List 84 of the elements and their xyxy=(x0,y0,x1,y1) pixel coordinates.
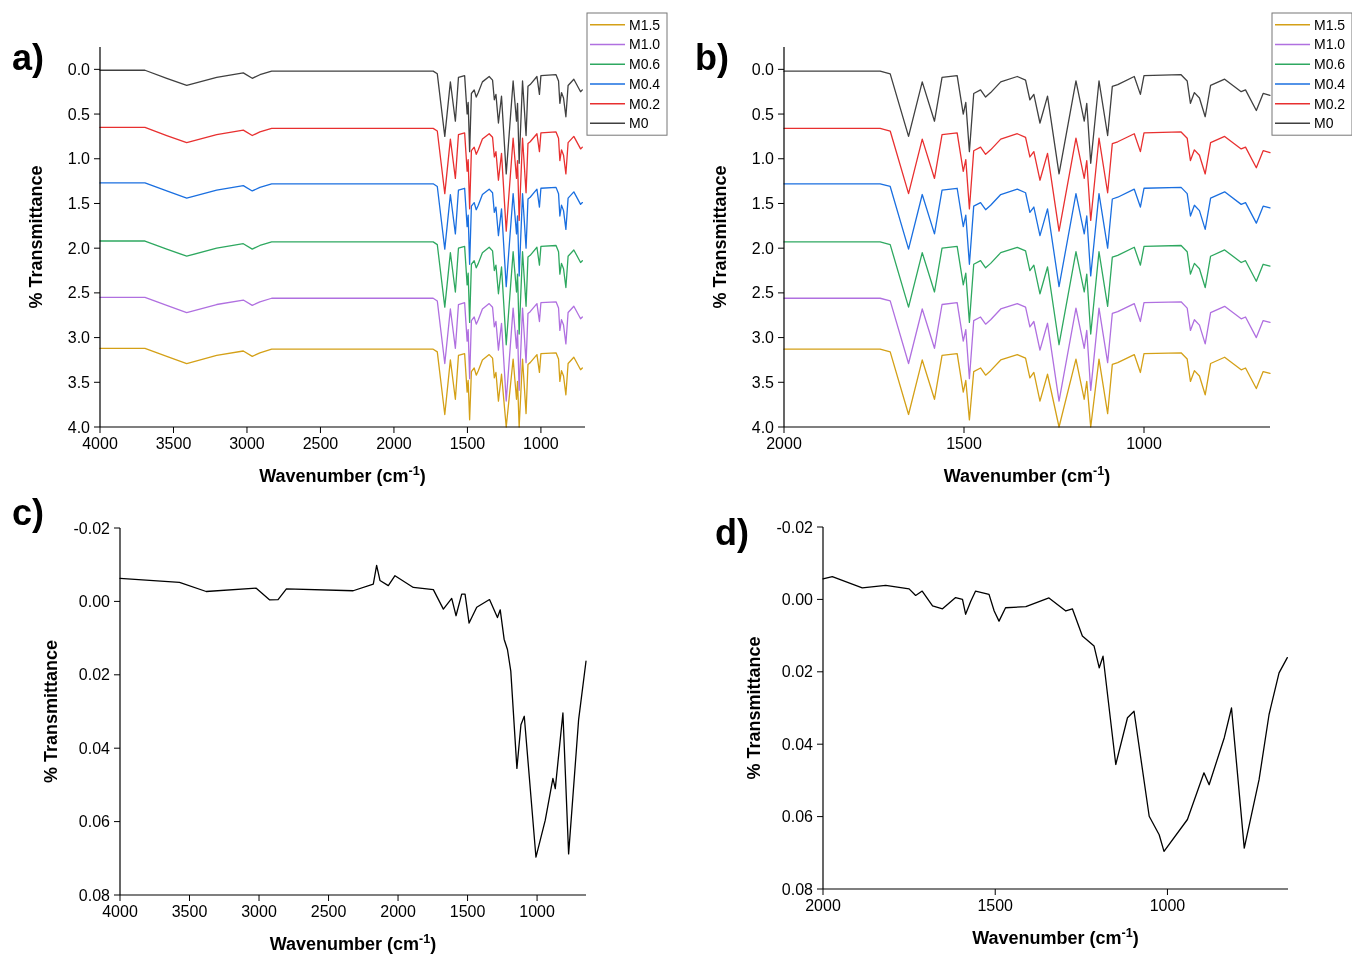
x-tick-label: 2000 xyxy=(380,903,416,920)
y-tick-label: 0.5 xyxy=(751,105,775,123)
x-tick-label: 3000 xyxy=(229,435,265,452)
y-tick-label: 0.04 xyxy=(78,739,111,757)
y-tick-label: 1.5 xyxy=(67,195,91,213)
y-tick-label: 3.5 xyxy=(67,373,91,391)
y-tick-label: 1.0 xyxy=(751,150,775,168)
legend-label: M1.0 xyxy=(629,36,661,53)
line-series xyxy=(99,296,584,402)
legend-label: M0.4 xyxy=(629,75,661,92)
legend-label: M0.4 xyxy=(1314,75,1346,92)
legend-label: M1.5 xyxy=(1314,16,1346,33)
legend-label: M0 xyxy=(629,115,649,132)
line-series xyxy=(783,127,1271,232)
x-tick-label: 3500 xyxy=(155,435,192,452)
y-tick-label: -0.02 xyxy=(776,518,814,536)
chart-title: d) xyxy=(715,512,749,553)
legend-label: M0 xyxy=(1314,115,1334,132)
x-tick-label: 3500 xyxy=(171,903,208,920)
x-tick-label: 2500 xyxy=(310,903,347,920)
y-tick-label: 0.5 xyxy=(67,105,91,123)
chart-title: b) xyxy=(695,37,729,78)
y-tick-label: 0.08 xyxy=(781,880,814,898)
line-series xyxy=(783,241,1271,346)
y-tick-label: 4.0 xyxy=(67,418,91,436)
x-axis-title: Wavenumber (cm$^{-1}$) xyxy=(943,464,1111,486)
y-tick-label: 0.02 xyxy=(781,663,814,681)
y-tick-label: 0.06 xyxy=(78,813,111,831)
y-tick-label: 3.0 xyxy=(67,329,91,347)
chart-title: a) xyxy=(12,37,45,78)
line-series xyxy=(783,70,1271,175)
x-tick-label: 1000 xyxy=(519,903,555,920)
chart-title: c) xyxy=(12,492,45,533)
x-axis-title: Wavenumber (cm$^{-1}$) xyxy=(259,464,426,486)
y-axis-title: % Transmittance xyxy=(744,636,764,780)
x-tick-label: 1000 xyxy=(1126,435,1162,452)
legend-label: M0.2 xyxy=(629,95,661,112)
legend-label: M1.5 xyxy=(629,16,661,33)
x-tick-label: 1500 xyxy=(449,903,486,920)
y-tick-label: 2.0 xyxy=(67,239,91,257)
y-tick-label: 2.5 xyxy=(67,284,91,302)
legend-label: M0.6 xyxy=(629,56,661,73)
x-tick-label: 2000 xyxy=(805,897,841,914)
x-axis-title: Wavenumber (cm$^{-1}$) xyxy=(972,926,1139,948)
x-tick-label: 3000 xyxy=(241,903,277,920)
line-series xyxy=(99,182,584,288)
y-tick-label: 2.0 xyxy=(751,239,775,257)
y-tick-label: 0.00 xyxy=(781,591,814,608)
legend-label: M0.6 xyxy=(1314,56,1346,73)
line-series xyxy=(99,240,584,346)
x-tick-label: 1000 xyxy=(1149,897,1186,914)
x-tick-label: 2500 xyxy=(302,435,339,452)
y-tick-label: 0.04 xyxy=(781,735,814,753)
y-tick-label: 4.0 xyxy=(751,418,775,436)
x-tick-label: 1500 xyxy=(946,435,982,452)
y-tick-label: 0.0 xyxy=(67,60,91,78)
x-tick-label: 4000 xyxy=(102,903,138,920)
line-series xyxy=(783,297,1271,402)
y-axis-title: % Transmittance xyxy=(26,165,46,309)
line-series xyxy=(99,126,584,232)
y-tick-label: 0.02 xyxy=(78,666,111,684)
y-tick-label: 3.5 xyxy=(751,373,775,391)
y-tick-label: 2.5 xyxy=(751,284,775,302)
y-axis-title: % Transmittance xyxy=(41,639,61,784)
x-tick-label: 1000 xyxy=(523,435,559,452)
y-tick-label: 3.0 xyxy=(751,329,775,347)
line-series xyxy=(99,69,584,175)
x-tick-label: 2000 xyxy=(376,435,412,452)
legend-label: M0.2 xyxy=(1314,95,1346,112)
y-tick-label: 1.0 xyxy=(67,150,91,168)
x-axis-title: Wavenumber (cm$^{-1}$) xyxy=(269,932,437,954)
x-tick-label: 2000 xyxy=(766,435,802,452)
y-tick-label: 0.08 xyxy=(78,886,111,904)
y-axis-title: % Transmittance xyxy=(710,165,730,309)
legend-label: M1.0 xyxy=(1314,36,1346,53)
line-series xyxy=(783,183,1271,288)
x-tick-label: 1500 xyxy=(977,897,1014,914)
y-tick-label: 0.0 xyxy=(751,60,775,78)
x-tick-label: 4000 xyxy=(82,435,118,452)
y-tick-label: 1.5 xyxy=(751,195,775,213)
y-tick-label: 0.00 xyxy=(78,593,111,610)
x-tick-label: 1500 xyxy=(449,435,486,452)
y-tick-label: -0.02 xyxy=(73,519,111,537)
y-tick-label: 0.06 xyxy=(781,808,814,826)
